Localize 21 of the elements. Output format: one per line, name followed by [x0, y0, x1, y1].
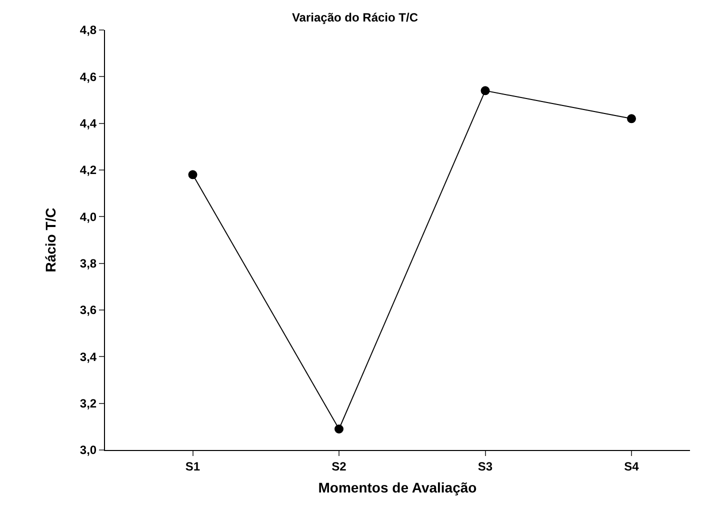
x-tick-label: S3 [478, 459, 493, 474]
y-tick-label: 4,4 [80, 116, 97, 131]
x-axis-title: Momentos de Avaliação [318, 480, 477, 496]
y-tick-label: 3,8 [80, 256, 97, 271]
point [188, 170, 198, 180]
y-tick-label: 4,8 [80, 23, 97, 38]
point [627, 114, 636, 124]
y-tick-label: 4,6 [80, 70, 97, 84]
y-tick-label: 3,6 [80, 303, 97, 318]
y-tick-label: 4,2 [80, 163, 97, 178]
y-tick-label: 3,0 [80, 443, 97, 458]
x-tick-label: S1 [185, 459, 200, 474]
y-axis-title: Rácio T/C [42, 208, 59, 272]
y-tick-label: 4,0 [80, 210, 97, 224]
x-tick-label: S4 [624, 459, 640, 474]
point [334, 424, 344, 434]
y-tick-label: 3,2 [80, 396, 97, 411]
y-tick-label: 3,4 [80, 350, 97, 364]
chart-title: Variação do Rácio T/C [292, 10, 418, 24]
point [480, 86, 490, 96]
x-tick-label: S2 [332, 459, 347, 474]
